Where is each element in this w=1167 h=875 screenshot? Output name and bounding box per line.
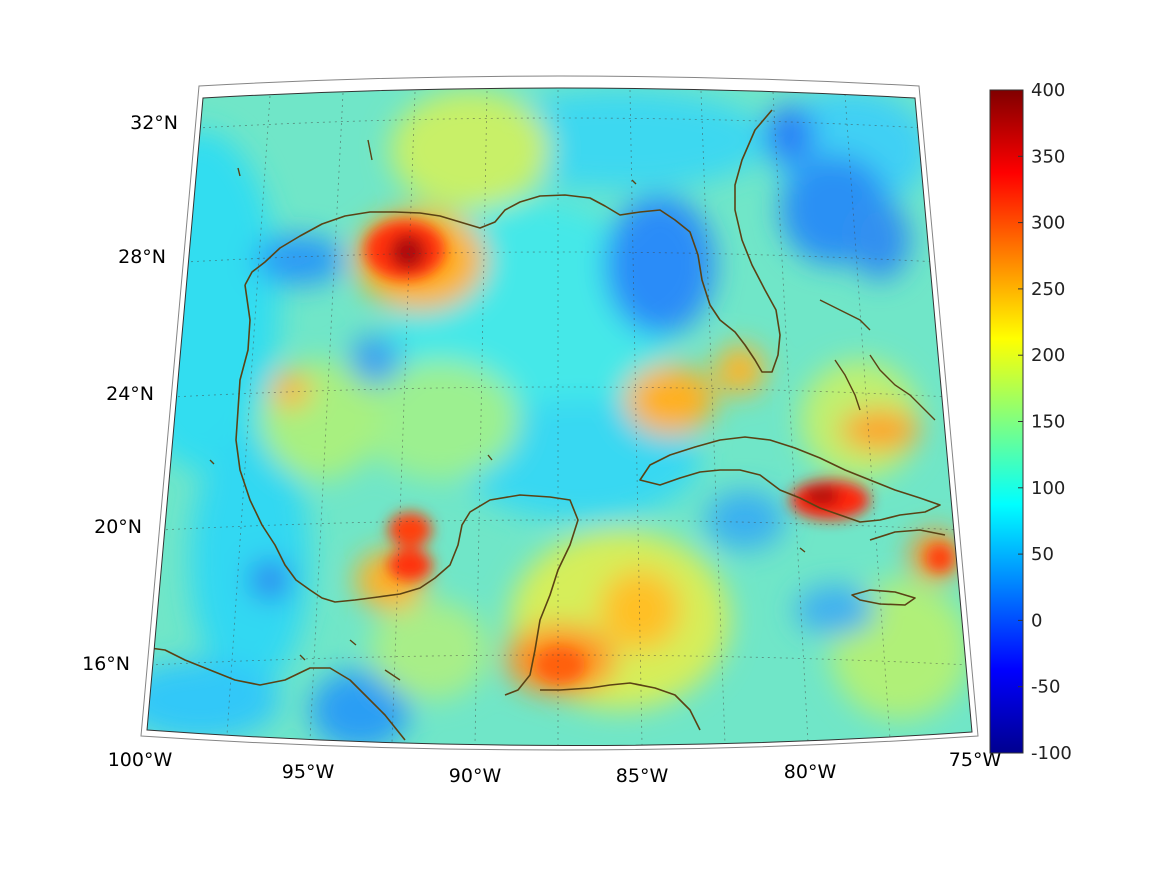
longitude-labels: 100°W 95°W 90°W 85°W 80°W 75°W [108,749,1002,787]
central-america-coast-path [149,647,406,741]
lat-label-28n: 28°N [118,246,166,268]
colorbar-tick-label: 150 [1031,412,1065,433]
colorbar: 400 350 300 250 200 150 100 50 0 -50 -100 [989,80,1072,764]
lon-label-80w: 80°W [784,761,837,783]
colorbar-tick-label: -100 [1031,743,1072,764]
honduras-coast-path [540,682,701,731]
lat-label-32n: 32°N [130,112,178,134]
cuba-path [639,436,941,523]
lon-label-90w: 90°W [449,765,502,787]
latitude-labels: 32°N 28°N 24°N 20°N 16°N [82,112,178,675]
colorbar-tick-label: 400 [1031,80,1065,101]
coastlines [149,109,946,741]
heat-field [147,88,972,746]
colorbar-tick-label: 0 [1031,610,1042,631]
colorbar-tick-label: 300 [1031,213,1065,234]
map-frame-outer [140,75,979,751]
colorbar-tick-label: -50 [1031,677,1060,698]
colorbar-tick-label: 250 [1031,279,1065,300]
colorbar-tick-label: 100 [1031,478,1065,499]
lat-label-16n: 16°N [82,653,130,675]
colorbar-tick-label: 350 [1031,146,1065,167]
lon-label-85w: 85°W [616,765,669,787]
colorbar-tick-label: 50 [1031,544,1054,565]
graticule [149,89,971,746]
map-frame [146,87,973,747]
island-path [209,139,806,681]
lon-label-100w: 100°W [108,749,173,771]
colorbar-bar [989,89,1024,754]
hispaniola-path [869,529,946,541]
texas-mexico-coast-path [235,284,579,696]
bahamas-path [819,299,936,421]
lon-label-95w: 95°W [282,761,335,783]
colorbar-tick-label: 200 [1031,345,1065,366]
lat-label-20n: 20°N [94,516,142,538]
lat-label-24n: 24°N [106,383,154,405]
jamaica-path [851,589,916,606]
gulf-coast-path [244,109,781,373]
lon-label-75w: 75°W [949,749,1002,771]
